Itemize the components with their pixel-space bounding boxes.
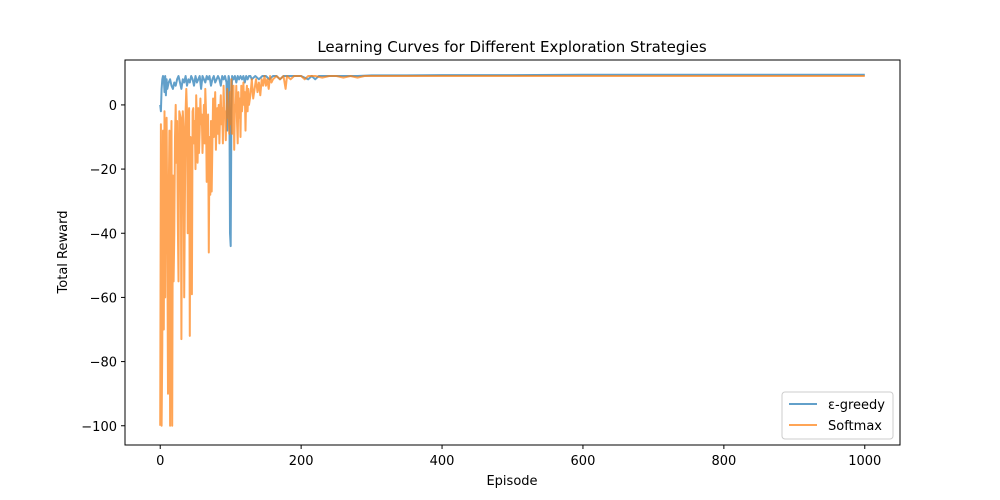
x-tick-label: 1000	[848, 454, 881, 469]
axes-frame	[124, 59, 901, 446]
x-tick-label: 400	[430, 454, 455, 469]
y-tick-label: −20	[90, 163, 117, 178]
legend-label-softmax: Softmax	[828, 419, 882, 434]
series-layer	[159, 73, 865, 427]
legend: ε-greedy Softmax	[781, 391, 894, 440]
y-axis-ticks: −100 −80 −60 −40 −20 0	[81, 99, 125, 435]
legend-label-e-greedy: ε-greedy	[828, 398, 885, 413]
y-tick-label: −100	[81, 420, 117, 435]
y-tick-label: 0	[109, 99, 117, 114]
y-tick-label: −40	[90, 227, 117, 242]
plot-area: 0 200 400 600 800 1000 −100 −80 −60 −40 −20 0	[81, 59, 901, 469]
chart-title: Learning Curves for Different Exploratio…	[317, 38, 706, 56]
x-tick-label: 600	[571, 454, 596, 469]
x-tick-label: 200	[289, 454, 314, 469]
y-tick-label: −80	[90, 356, 117, 371]
y-tick-label: −60	[90, 291, 117, 306]
x-axis-ticks: 0 200 400 600 800 1000	[156, 445, 881, 469]
series-line-softmax	[159, 75, 865, 427]
x-tick-label: 800	[711, 454, 736, 469]
x-axis-label: Episode	[486, 474, 537, 489]
y-axis-label: Total Reward	[56, 211, 71, 295]
x-tick-label: 0	[156, 454, 164, 469]
